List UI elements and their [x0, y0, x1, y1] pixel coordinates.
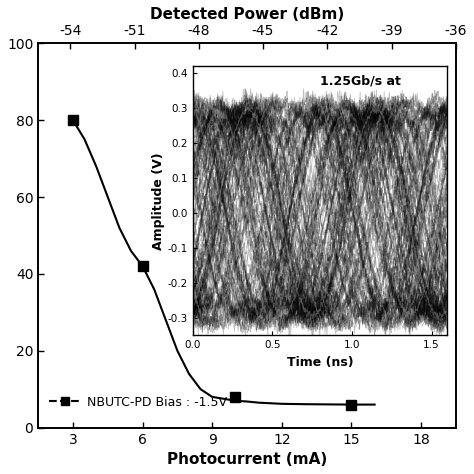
X-axis label: Detected Power (dBm): Detected Power (dBm) [150, 7, 344, 22]
Legend: NBUTC-PD Bias : -1.5V: NBUTC-PD Bias : -1.5V [45, 391, 232, 414]
X-axis label: Photocurrent (mA): Photocurrent (mA) [167, 452, 327, 467]
